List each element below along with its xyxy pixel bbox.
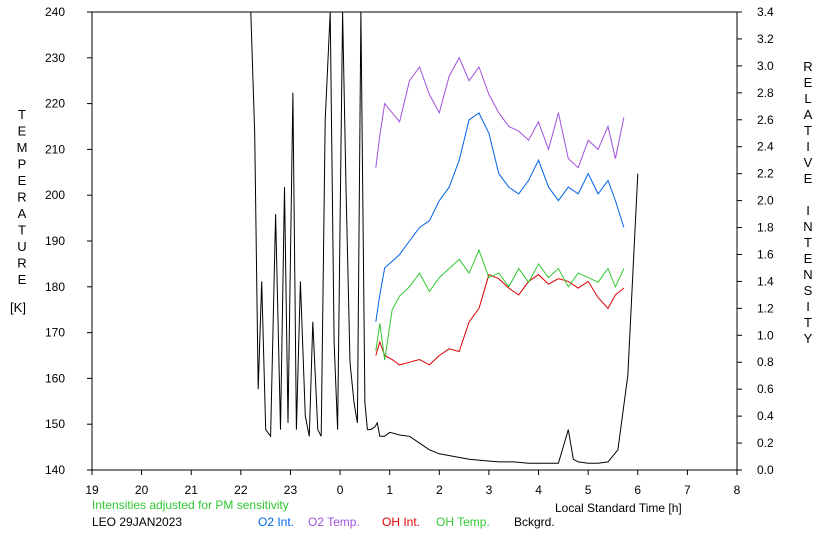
left-tick-label: 200: [45, 188, 65, 202]
x-tick-label: 20: [135, 483, 149, 497]
right-tick-label: 0.4: [757, 409, 774, 423]
right-axis-title-letter: R: [803, 59, 812, 74]
right-tick-label: 0.8: [757, 355, 774, 369]
left-axis-title-letter: R: [17, 256, 26, 271]
left-axis-title-letter: A: [18, 206, 27, 221]
right-axis-title-letter: T: [804, 123, 812, 138]
x-axis-title: Local Standard Time [h]: [555, 501, 682, 515]
left-tick-label: 240: [45, 5, 65, 19]
x-tick-label: 0: [337, 483, 344, 497]
left-axis-ticks: 140 150 160 170 180 190 200 210 220 230 240: [45, 5, 92, 477]
left-axis-title-letter: M: [17, 140, 28, 155]
series-line-oh-int: [375, 274, 625, 366]
right-tick-label: 0.6: [757, 382, 774, 396]
series-line-o2-temp: [375, 56, 625, 169]
x-tick-label: 1: [386, 483, 393, 497]
right-axis-title-letter: N: [803, 267, 812, 282]
right-axis-title-letter: T: [804, 315, 812, 330]
right-tick-label: 2.0: [757, 194, 774, 208]
left-tick-label: 220: [45, 97, 65, 111]
left-tick-label: 160: [45, 371, 65, 385]
right-tick-label: 1.8: [757, 221, 774, 235]
right-axis-title-letter: I: [806, 203, 810, 218]
legend: O2 Int. O2 Temp. OH Int. OH Temp. Bckgrd.: [258, 515, 555, 529]
right-axis-title-letter: L: [804, 91, 811, 106]
left-tick-label: 170: [45, 326, 65, 340]
sensitivity-note: Intensities adjusted for PM sensitivity: [92, 498, 289, 512]
x-tick-label: 6: [634, 483, 641, 497]
right-tick-label: 3.2: [757, 32, 774, 46]
right-axis-title-letter: A: [804, 107, 813, 122]
left-tick-label: 140: [45, 463, 65, 477]
right-tick-label: 2.4: [757, 140, 774, 154]
station-date: LEO 29JAN2023: [92, 515, 182, 529]
right-tick-label: 0.0: [757, 463, 774, 477]
x-tick-label: 4: [535, 483, 542, 497]
x-tick-label: 22: [234, 483, 248, 497]
x-tick-label: 3: [486, 483, 493, 497]
x-tick-label: 7: [684, 483, 691, 497]
series-line-bckgrd: [250, 11, 639, 464]
plot-frame: [91, 11, 738, 471]
left-axis-title-letter: E: [18, 272, 27, 287]
right-axis-title-letter: N: [803, 219, 812, 234]
left-axis-title-letter: E: [18, 124, 27, 139]
legend-entry: O2 Temp.: [308, 515, 360, 529]
right-tick-label: 2.6: [757, 113, 774, 127]
right-tick-label: 3.0: [757, 59, 774, 73]
left-axis-title-letter: U: [17, 239, 26, 254]
right-tick-label: 0.2: [757, 436, 774, 450]
series-layer: [250, 11, 639, 464]
x-tick-label: 21: [185, 483, 199, 497]
right-axis-title-letter: E: [804, 251, 813, 266]
x-axis-ticks: 19 20 21 22 23 0 1 2 3 4 5 6 7 8: [85, 470, 741, 497]
x-tick-label: 19: [85, 483, 99, 497]
x-tick-label: 8: [734, 483, 741, 497]
legend-entry: O2 Int.: [258, 515, 294, 529]
right-tick-label: 1.4: [757, 274, 774, 288]
series-line-o2-int: [375, 112, 625, 322]
right-axis-title-letter: T: [804, 235, 812, 250]
legend-entry: OH Temp.: [436, 515, 490, 529]
right-axis-title-letter: Y: [804, 331, 813, 346]
left-tick-label: 190: [45, 234, 65, 248]
right-tick-label: 3.4: [757, 5, 774, 19]
left-axis-title-letter: P: [18, 157, 27, 172]
left-tick-label: 230: [45, 51, 65, 65]
right-axis-title-letter: E: [804, 75, 813, 90]
left-tick-label: 210: [45, 142, 65, 156]
right-tick-label: 2.8: [757, 86, 774, 100]
right-tick-label: 1.0: [757, 328, 774, 342]
legend-entry: OH Int.: [382, 515, 420, 529]
x-tick-label: 5: [585, 483, 592, 497]
left-axis-unit: [K]: [10, 300, 26, 315]
left-axis-title-letter: T: [18, 223, 26, 238]
series-line-oh-temp: [375, 248, 625, 361]
right-axis-title-letter: S: [804, 283, 813, 298]
legend-entry: Bckgrd.: [514, 515, 555, 529]
x-tick-label: 2: [436, 483, 443, 497]
x-tick-label: 23: [284, 483, 298, 497]
left-axis-title-letter: R: [17, 190, 26, 205]
right-axis-title-letter: E: [804, 171, 813, 186]
right-tick-label: 2.2: [757, 167, 774, 181]
right-axis-title-letter: I: [806, 139, 810, 154]
right-tick-label: 1.6: [757, 247, 774, 261]
right-axis-ticks: 0.0 0.2 0.4 0.6 0.8 1.0 1.2 1.4 1.6 1.8 2.0 2.2 2.4 2…: [737, 5, 774, 477]
left-axis-title-letter: E: [18, 173, 27, 188]
left-axis-title-letter: T: [18, 107, 26, 122]
left-tick-label: 150: [45, 417, 65, 431]
right-axis-title-letter: I: [806, 299, 810, 314]
right-axis-title-letter: V: [804, 155, 813, 170]
left-tick-label: 180: [45, 280, 65, 294]
right-tick-label: 1.2: [757, 301, 774, 315]
